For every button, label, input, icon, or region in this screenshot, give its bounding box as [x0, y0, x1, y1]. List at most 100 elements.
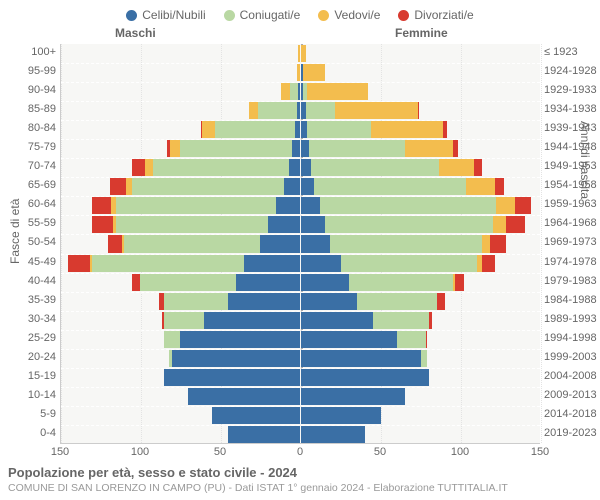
female-bar — [301, 293, 445, 310]
male-bar — [297, 64, 300, 81]
birth-year-label: 2019-2023 — [544, 427, 600, 439]
bar-segment-divorced — [426, 331, 428, 348]
x-tick-label: 100 — [131, 446, 149, 458]
bar-segment-single — [301, 312, 373, 329]
bar-segment-divorced — [418, 102, 420, 119]
female-bar — [301, 64, 325, 81]
legend-swatch — [398, 10, 409, 21]
birth-year-label: 2014-2018 — [544, 408, 600, 420]
bar-segment-widow — [111, 197, 116, 214]
pyramid-row — [61, 158, 540, 177]
pyramid-row — [61, 196, 540, 215]
female-bar — [301, 121, 447, 138]
female-bar — [301, 350, 427, 367]
bar-segment-divorced — [167, 140, 170, 157]
legend-label: Coniugati/e — [240, 8, 301, 22]
x-tick-label: 50 — [374, 446, 386, 458]
bar-segment-single — [289, 159, 300, 176]
birth-year-label: 1974-1978 — [544, 256, 600, 268]
bar-segment-married — [314, 178, 466, 195]
male-bar — [201, 121, 300, 138]
birth-year-label: 1959-1963 — [544, 198, 600, 210]
male-bar — [298, 45, 300, 62]
age-label: 80-84 — [0, 122, 56, 134]
bar-segment-married — [164, 312, 204, 329]
birth-year-label: 1944-1948 — [544, 141, 600, 153]
age-label: 5-9 — [0, 408, 56, 420]
age-label: 100+ — [0, 46, 56, 58]
age-label: 55-59 — [0, 217, 56, 229]
bar-segment-single — [301, 331, 397, 348]
birth-year-label: 1929-1933 — [544, 84, 600, 96]
female-bar — [301, 178, 504, 195]
age-label: 95-99 — [0, 65, 56, 77]
bar-segment-married — [164, 293, 228, 310]
bar-segment-single — [268, 216, 300, 233]
bar-segment-married — [169, 350, 172, 367]
bar-segment-married — [307, 121, 371, 138]
x-axis: 15010050050100150 — [60, 446, 540, 462]
bar-segment-married — [320, 197, 496, 214]
pyramid-row — [61, 63, 540, 82]
bar-segment-married — [258, 102, 296, 119]
birth-year-label: 2009-2013 — [544, 389, 600, 401]
bar-segment-divorced — [437, 293, 445, 310]
legend-item: Coniugati/e — [224, 8, 301, 22]
bar-segment-single — [276, 197, 300, 214]
pyramid-row — [61, 215, 540, 234]
pyramid-row — [61, 292, 540, 311]
bar-segment-single — [301, 255, 341, 272]
birth-year-label: 1964-1968 — [544, 217, 600, 229]
bar-segment-single — [301, 159, 311, 176]
female-bar — [301, 235, 506, 252]
bar-segment-married — [330, 235, 482, 252]
male-bar — [188, 388, 300, 405]
bar-segment-single — [301, 235, 330, 252]
bar-segment-married — [373, 312, 429, 329]
female-bar — [301, 312, 432, 329]
birth-year-label: 1969-1973 — [544, 236, 600, 248]
bar-segment-divorced — [132, 274, 140, 291]
header-female: Femmine — [395, 26, 448, 40]
age-label: 60-64 — [0, 198, 56, 210]
bar-segment-widow — [466, 178, 495, 195]
bar-segment-married — [290, 83, 298, 100]
bar-segment-divorced — [482, 255, 495, 272]
male-bar — [164, 331, 300, 348]
legend-swatch — [318, 10, 329, 21]
bar-segment-married — [116, 197, 276, 214]
age-label: 65-69 — [0, 179, 56, 191]
bar-segment-single — [301, 140, 309, 157]
birth-year-label: 1949-1953 — [544, 160, 600, 172]
pyramid-row — [61, 44, 540, 63]
bar-segment-widow — [145, 159, 153, 176]
x-tick-label: 0 — [297, 446, 303, 458]
male-bar — [92, 216, 300, 233]
bar-segment-widow — [303, 64, 325, 81]
bar-segment-widow — [371, 121, 443, 138]
legend: Celibi/NubiliConiugati/eVedovi/eDivorzia… — [0, 0, 600, 26]
bar-segment-married — [421, 350, 427, 367]
legend-label: Celibi/Nubili — [142, 8, 205, 22]
male-bar — [249, 102, 300, 119]
bar-segment-married — [153, 159, 289, 176]
pyramid-row — [61, 82, 540, 101]
pyramid-row — [61, 349, 540, 368]
bar-segment-single — [301, 178, 314, 195]
bar-segment-divorced — [201, 121, 203, 138]
bar-segment-widow — [298, 45, 300, 62]
female-bar — [301, 369, 429, 386]
birth-year-label: 1934-1938 — [544, 103, 600, 115]
bar-segment-widow — [113, 216, 116, 233]
female-bar — [301, 159, 482, 176]
male-bar — [228, 426, 300, 443]
x-tick-label: 100 — [451, 446, 469, 458]
x-tick-label: 50 — [214, 446, 226, 458]
bar-segment-widow — [307, 83, 368, 100]
age-label: 25-29 — [0, 332, 56, 344]
bar-segment-single — [298, 83, 300, 100]
legend-swatch — [224, 10, 235, 21]
bar-segment-divorced — [490, 235, 506, 252]
female-bar — [301, 426, 365, 443]
bar-segment-widow — [249, 102, 259, 119]
